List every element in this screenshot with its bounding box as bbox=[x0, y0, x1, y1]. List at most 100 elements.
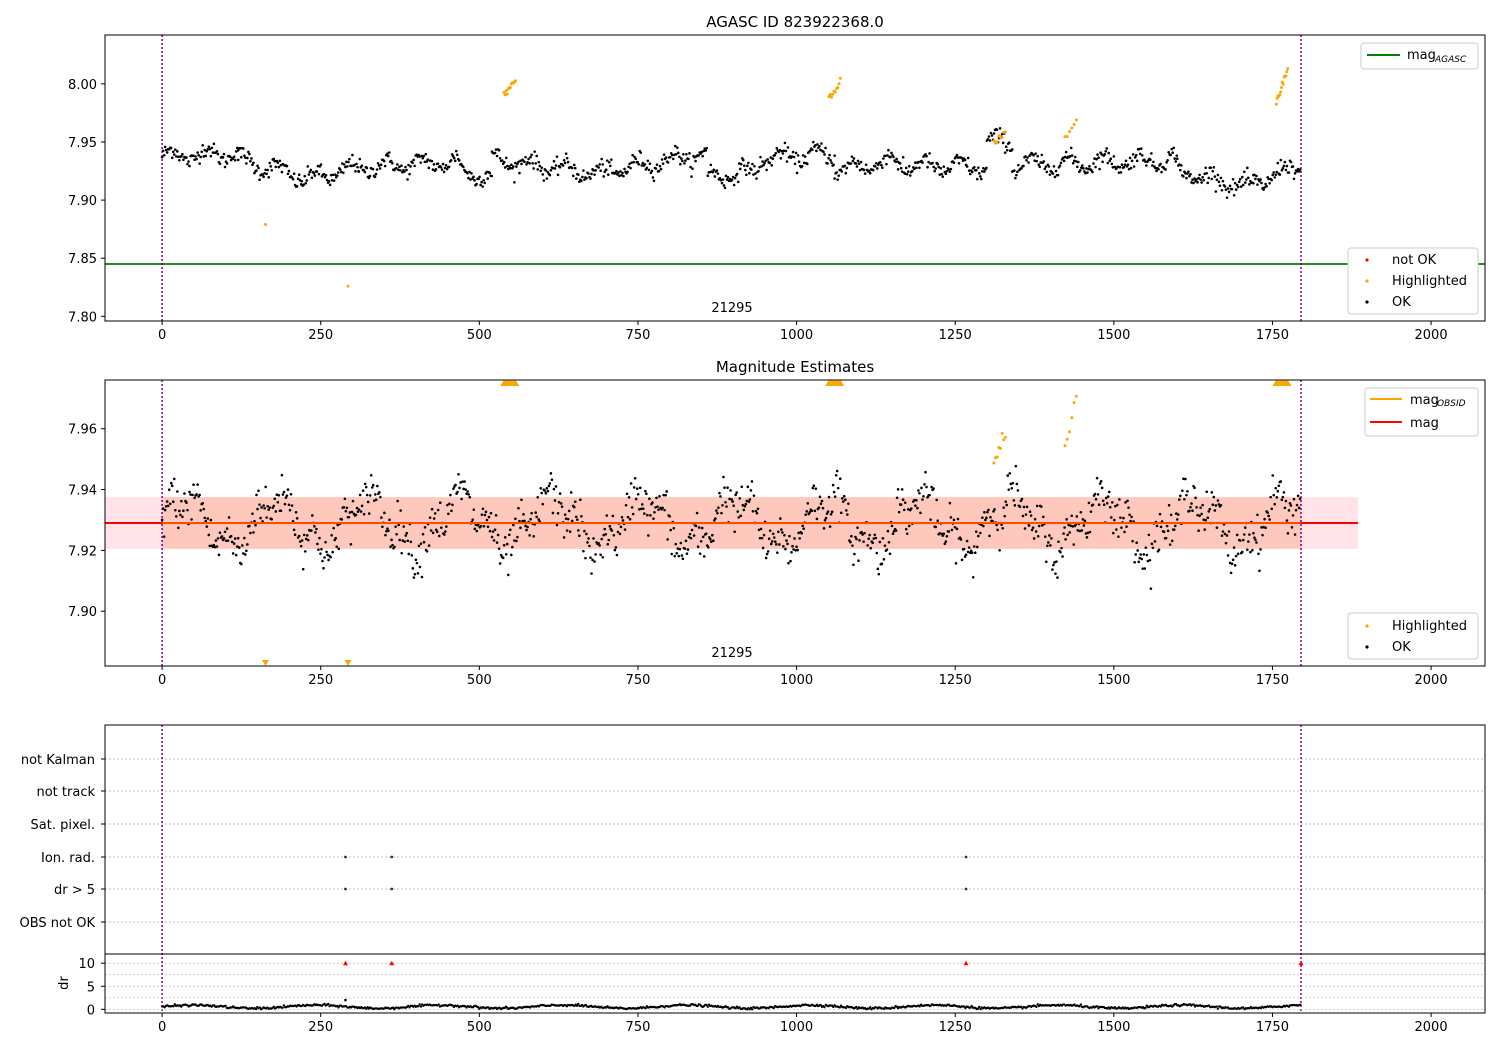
ok-point-m-966 bbox=[1141, 567, 1145, 570]
ok-point-m-1121 bbox=[1298, 497, 1302, 501]
ok-point-m-251 bbox=[415, 561, 419, 565]
ok-point-55 bbox=[216, 152, 220, 156]
ok-point-m-121 bbox=[283, 502, 287, 506]
ok-point-1098 bbox=[1267, 177, 1270, 181]
ok-point-m-397 bbox=[563, 513, 567, 516]
flag-row-label-4: dr > 5 bbox=[54, 883, 95, 898]
ok-point-2 bbox=[162, 153, 166, 157]
ok-point-168 bbox=[329, 173, 333, 177]
ok-point-m-518 bbox=[686, 548, 690, 551]
ok-point-1033 bbox=[1202, 178, 1205, 182]
ok-point-m-1084 bbox=[1261, 533, 1264, 537]
ok-point-m-735 bbox=[906, 508, 910, 511]
ok-point-m-302 bbox=[467, 493, 470, 496]
ok-point-268 bbox=[430, 159, 434, 163]
ok-point-618 bbox=[784, 149, 788, 153]
ok-point-m-771 bbox=[943, 542, 947, 546]
ok-point-748 bbox=[915, 166, 918, 170]
ok-point-982 bbox=[1151, 164, 1154, 167]
ok-legend-marker-2 bbox=[1365, 645, 1369, 649]
ok-point-995 bbox=[1164, 168, 1167, 171]
ok-point-m-160 bbox=[323, 556, 326, 559]
ok-point-m-402 bbox=[568, 530, 572, 533]
ok-point-m-299 bbox=[464, 488, 467, 491]
ok-point-m-70 bbox=[231, 552, 235, 555]
ok-point-1090 bbox=[1259, 178, 1262, 181]
ok-point-m-316 bbox=[481, 507, 485, 511]
ok-point-m-326 bbox=[491, 530, 495, 533]
ok-point-m-672 bbox=[842, 494, 846, 498]
ok-point-m-613 bbox=[783, 533, 786, 537]
ok-point-m-795 bbox=[967, 546, 971, 549]
ok-point-m-386 bbox=[552, 487, 556, 491]
ok-point-m-48 bbox=[209, 518, 213, 522]
ok-point-15 bbox=[176, 150, 179, 153]
ok-point-m-936 bbox=[1111, 501, 1114, 504]
ok-point-m-17 bbox=[178, 509, 181, 513]
ok-point-m-62 bbox=[223, 530, 227, 534]
ok-point-m-452 bbox=[619, 525, 623, 529]
ok-point-m-1108 bbox=[1285, 519, 1289, 522]
ok-point-89 bbox=[250, 157, 253, 160]
ok-point-318 bbox=[481, 185, 484, 188]
ok-point-m-923 bbox=[1097, 503, 1101, 506]
ok-point-429 bbox=[593, 173, 596, 176]
flag-row-label-1: not track bbox=[36, 785, 95, 800]
ok-point-191 bbox=[353, 163, 356, 167]
ok-point-m-964 bbox=[1139, 553, 1143, 556]
ok-point-204 bbox=[365, 166, 369, 170]
ok-point-517 bbox=[682, 152, 685, 156]
ok-point-m-571 bbox=[740, 485, 744, 489]
ok-point-115 bbox=[276, 161, 280, 164]
ok-point-614 bbox=[780, 149, 784, 153]
ok-point-678 bbox=[844, 171, 848, 175]
ok-point-541 bbox=[706, 174, 710, 178]
ok-point-m-212 bbox=[376, 484, 379, 488]
ok-point-821 bbox=[988, 139, 992, 142]
ok-point-m-989 bbox=[1164, 536, 1168, 540]
ok-point-459 bbox=[623, 167, 626, 171]
ok-point-m-127 bbox=[289, 492, 293, 496]
ok-point-708 bbox=[874, 161, 878, 165]
ok-point-m-952 bbox=[1127, 506, 1130, 510]
ok-point-10 bbox=[170, 156, 174, 160]
highlighted-point-41 bbox=[1279, 90, 1283, 94]
ok-point-49 bbox=[210, 146, 214, 150]
ok-point-737 bbox=[903, 172, 907, 176]
ok-point-234 bbox=[396, 163, 399, 166]
ok-point-m-231 bbox=[395, 532, 398, 536]
ok-point-m-965 bbox=[1140, 557, 1144, 561]
ok-point-m-640 bbox=[810, 509, 814, 513]
ok-point-466 bbox=[630, 161, 633, 164]
ok-point-634 bbox=[800, 164, 804, 168]
ok-point-213 bbox=[374, 172, 378, 176]
ok-point-585 bbox=[751, 162, 754, 166]
ok-point-5 bbox=[165, 151, 169, 154]
ok-point-m-179 bbox=[342, 506, 346, 509]
ok-point-976 bbox=[1145, 164, 1148, 167]
ok-point-m-909 bbox=[1083, 519, 1087, 523]
ok-point-895 bbox=[1062, 159, 1066, 163]
ok-point-m-364 bbox=[530, 511, 533, 515]
ok-point-m-187 bbox=[350, 510, 354, 514]
ok-point-19 bbox=[180, 155, 183, 158]
ok-point-688 bbox=[854, 162, 858, 165]
highlighted-point-35 bbox=[1074, 118, 1078, 122]
dr-point-96 bbox=[282, 1004, 286, 1007]
ok-point-m-382 bbox=[548, 482, 552, 485]
ok-point-m-460 bbox=[627, 496, 631, 499]
ok-point-m-404 bbox=[570, 519, 574, 523]
ok-point-m-264 bbox=[428, 516, 432, 519]
ok-point-925 bbox=[1093, 157, 1096, 160]
ok-point-661 bbox=[828, 153, 831, 157]
ok-point-m-770 bbox=[942, 532, 946, 536]
ok-point-495 bbox=[659, 167, 663, 171]
agasc-x-tick-label-8: 2000 bbox=[1415, 328, 1448, 343]
ok-point-m-932 bbox=[1106, 495, 1110, 498]
off-scale-up-marker-0-6 bbox=[511, 380, 520, 386]
ok-point-m-98 bbox=[260, 506, 263, 509]
ok-point-m-527 bbox=[695, 511, 699, 515]
ok-point-356 bbox=[519, 159, 522, 163]
ok-point-969 bbox=[1137, 147, 1141, 151]
ok-point-m-1074 bbox=[1251, 548, 1254, 552]
